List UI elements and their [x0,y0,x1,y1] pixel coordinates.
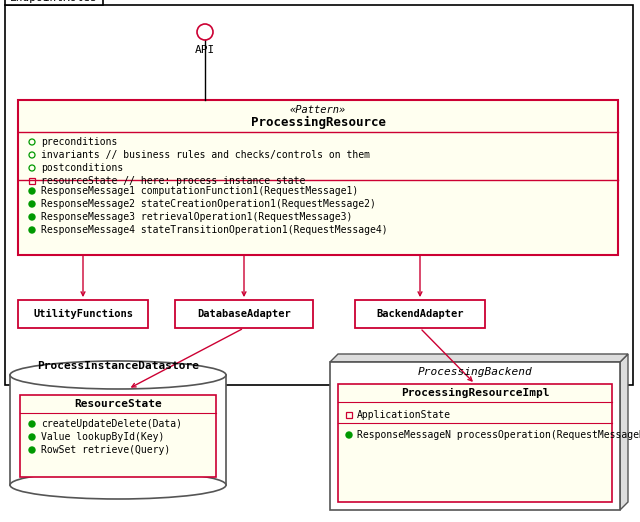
Text: postconditions: postconditions [41,163,124,173]
Text: «Pattern»: «Pattern» [290,105,346,115]
Bar [20,395,216,477]
Bar [5,0,103,5]
Text: ResponseMessage4 stateTransitionOperation1(RequestMessage4): ResponseMessage4 stateTransitionOperatio… [41,225,388,235]
Circle shape [29,214,35,220]
Text: ProcessInstanceDatastore: ProcessInstanceDatastore [37,361,199,371]
Text: ResourceState: ResourceState [74,399,162,409]
Text: BackendAdapter: BackendAdapter [376,309,464,319]
Text: ResponseMessage3 retrievalOperation1(RequestMessage3): ResponseMessage3 retrievalOperation1(Req… [41,212,353,222]
Text: invariants // business rules and checks/controls on them: invariants // business rules and checks/… [41,150,370,160]
Text: ProcessingResource: ProcessingResource [250,115,385,128]
Text: ApplicationState: ApplicationState [357,410,451,420]
Bar [29,178,35,184]
Bar [346,412,352,418]
Text: ResponseMessage2 stateCreationOperation1(RequestMessage2): ResponseMessage2 stateCreationOperation1… [41,199,376,209]
Bar [355,300,485,328]
Text: RowSet retrieve(Query): RowSet retrieve(Query) [41,445,170,455]
Text: ResponseMessageN processOperation(RequestMessageN): ResponseMessageN processOperation(Reques… [357,430,640,440]
Text: EndpointRoles: EndpointRoles [10,0,98,3]
Text: API: API [195,45,215,55]
Circle shape [29,421,35,427]
Circle shape [29,227,35,233]
Ellipse shape [10,361,226,389]
Polygon shape [330,354,628,362]
Circle shape [29,434,35,440]
Text: ResponseMessage1 computationFunction1(RequestMessage1): ResponseMessage1 computationFunction1(Re… [41,186,358,196]
Circle shape [29,447,35,453]
Bar [175,300,313,328]
Bar [18,100,618,255]
Ellipse shape [10,471,226,499]
Text: ProcessingBackend: ProcessingBackend [418,367,532,377]
Circle shape [29,188,35,194]
Text: DatabaseAdapter: DatabaseAdapter [197,309,291,319]
Polygon shape [620,354,628,510]
Text: preconditions: preconditions [41,137,117,147]
Bar [10,375,226,485]
Bar [330,362,620,510]
Text: ProcessingResourceImpl: ProcessingResourceImpl [401,388,549,398]
Circle shape [29,201,35,207]
Text: UtilityFunctions: UtilityFunctions [33,309,133,319]
Text: Value lookupById(Key): Value lookupById(Key) [41,432,164,442]
Circle shape [346,432,352,438]
Bar [5,5,633,385]
Text: resourceState // here: process instance state: resourceState // here: process instance … [41,176,305,186]
Bar [338,384,612,502]
Bar [18,300,148,328]
Text: createUpdateDelete(Data): createUpdateDelete(Data) [41,419,182,429]
